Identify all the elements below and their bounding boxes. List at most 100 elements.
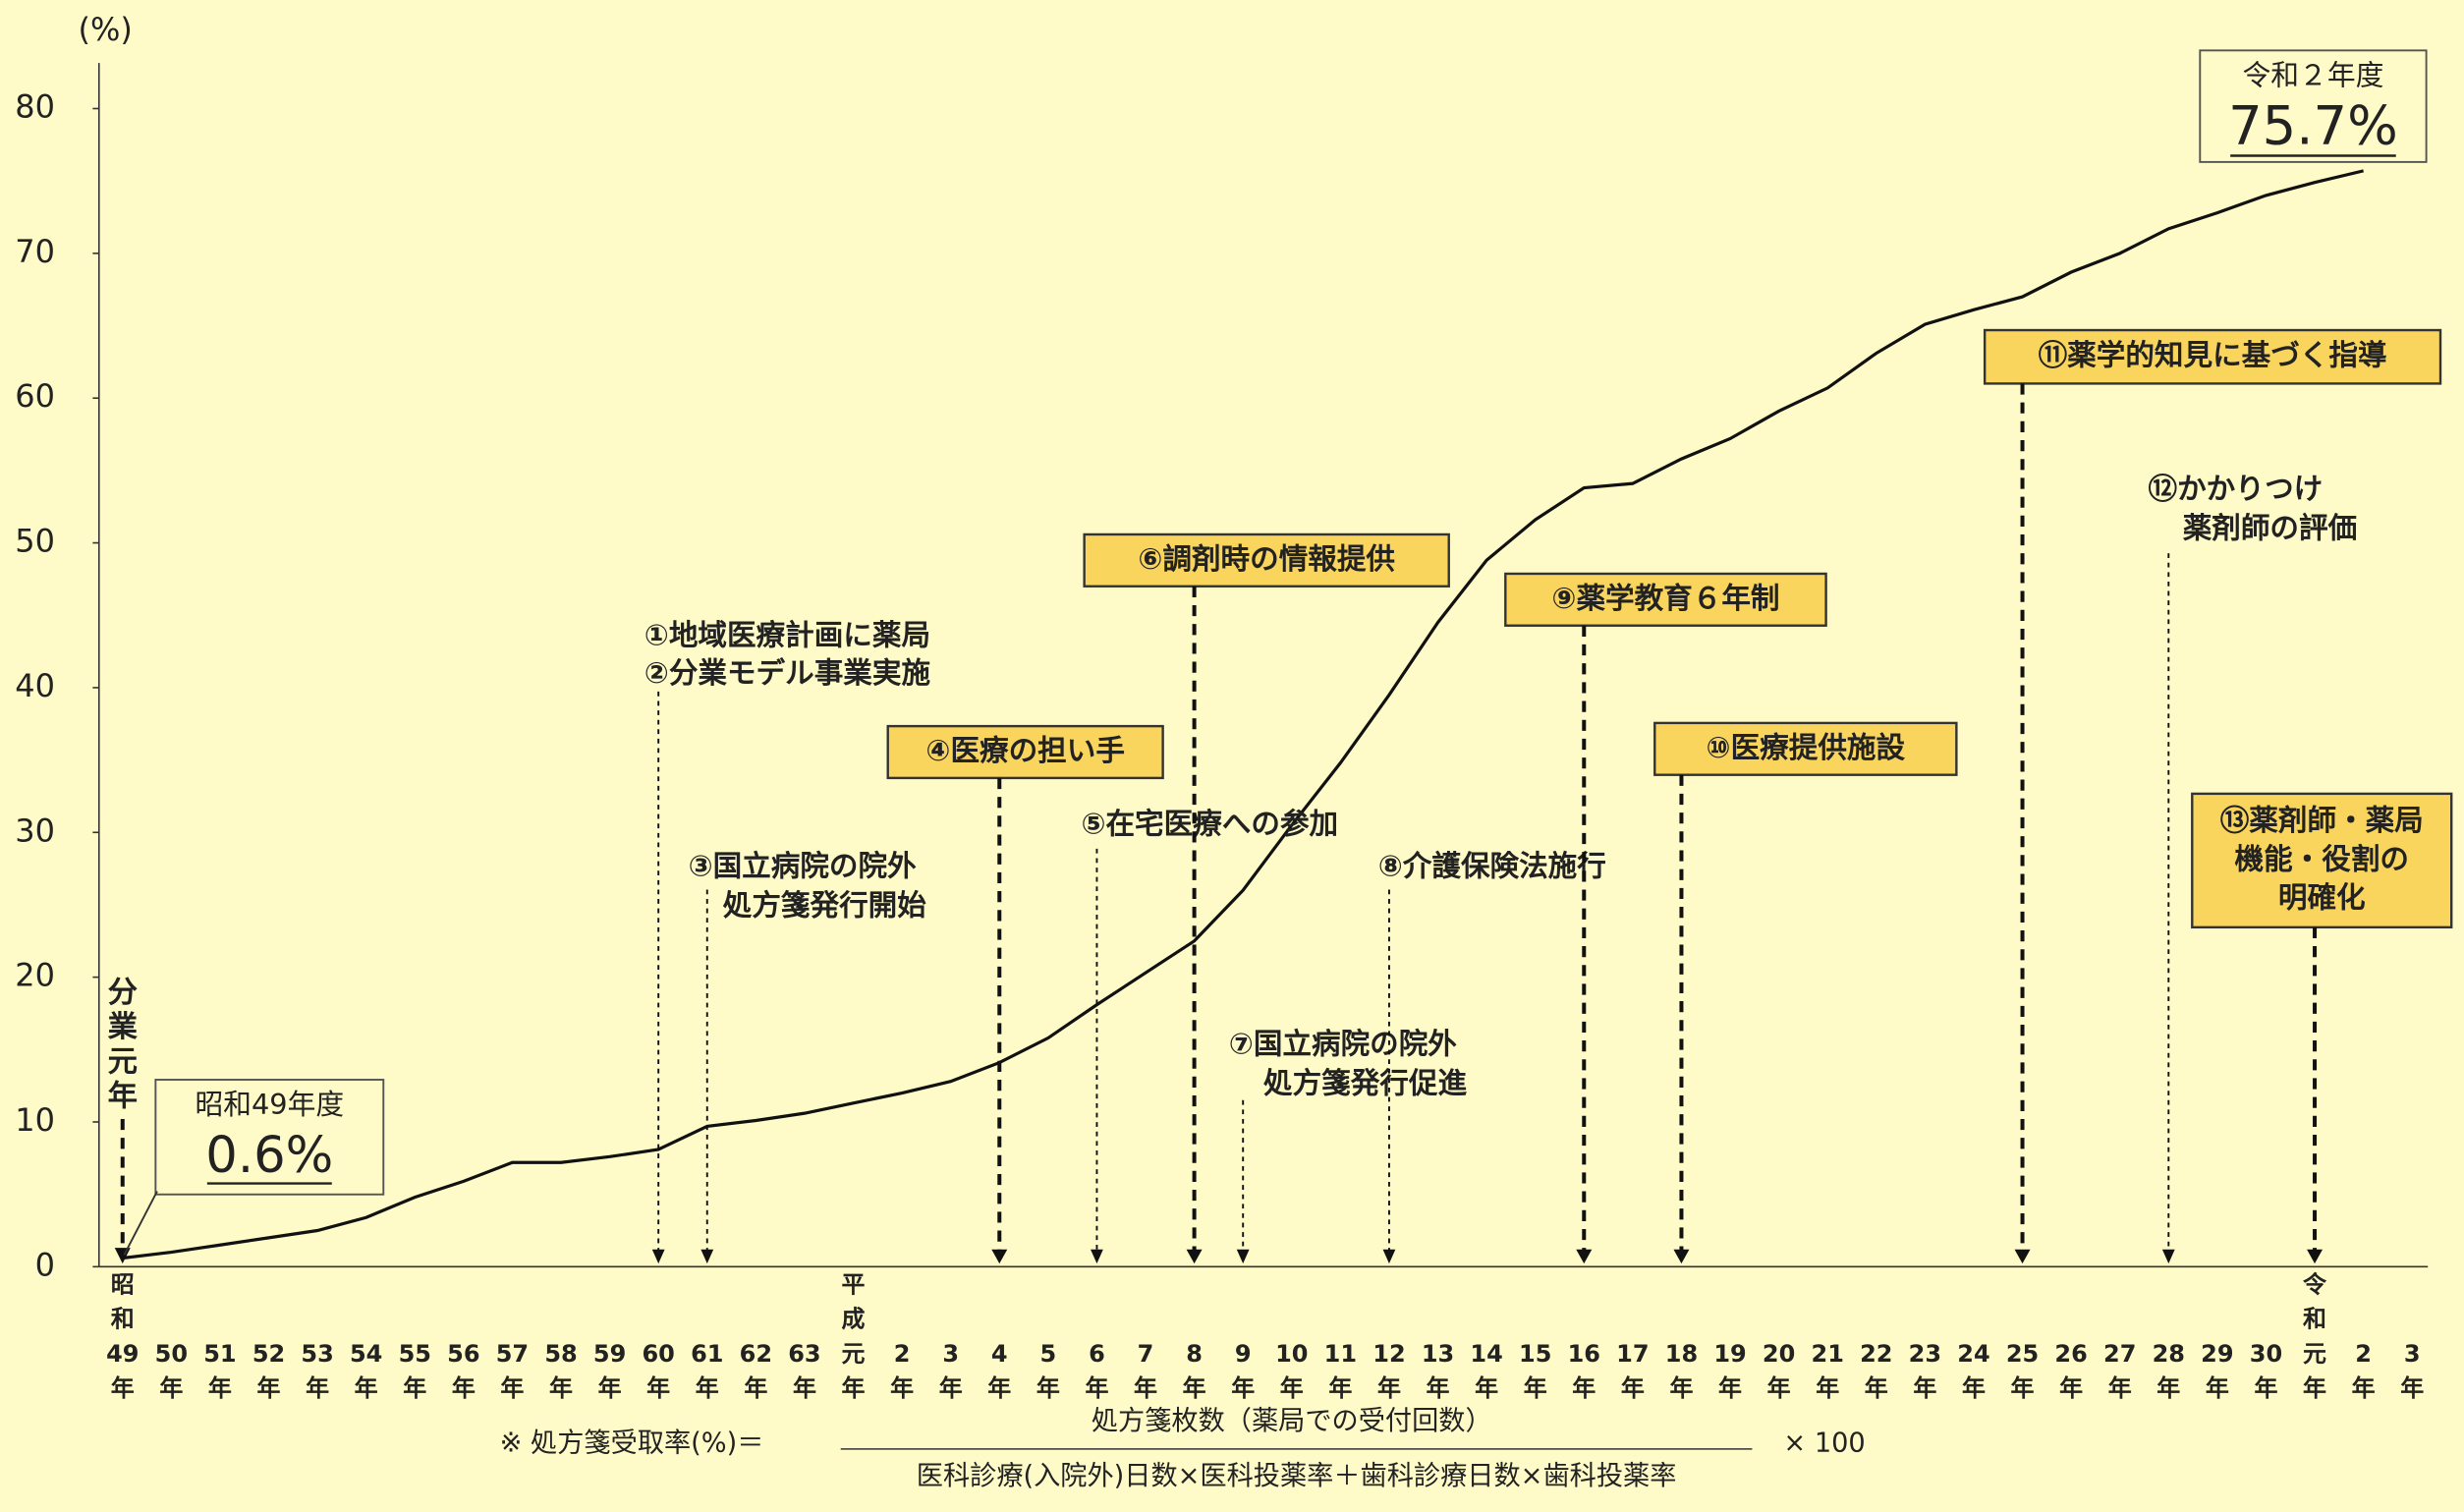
annotation-text: ②分業モデル事業実施 [644,656,931,690]
x-tick-label: 10 年 [1275,1340,1308,1402]
callout-box [2199,49,2428,163]
annotation-text: ⑤在宅医療への参加 [1081,807,1338,840]
arrow-head [2161,1249,2175,1264]
x-tick-label: 11 年 [1324,1340,1357,1402]
x-tick-label: 30 年 [2250,1340,2282,1402]
x-tick-label: 16 年 [1568,1340,1600,1402]
x-tick-label: 58 年 [544,1340,577,1402]
x-tick-label: 12 年 [1372,1340,1405,1402]
annotation-text: ⑧介護保険法施行 [1378,850,1606,883]
arrow-head [1186,1249,1203,1264]
y-tick-label: 80 [15,88,55,126]
x-tick-label: 50 年 [155,1340,188,1402]
y-tick-label: 30 [15,812,55,849]
x-tick-label: 63 年 [788,1340,820,1402]
annotation-box [1983,328,2442,385]
x-tick-label: 22 年 [1860,1340,1892,1402]
annotation-text: 薬剤師の評価 [2183,512,2357,545]
footnote-multiplier: × 100 [1783,1428,1865,1459]
annotation-text: ⑬薬剤師・薬局 [2220,804,2424,837]
annotation-box [886,724,1164,780]
annotation-text: ⑨薬学教育６年制 [1551,582,1779,615]
arrow-head [1382,1249,1396,1264]
x-tick-label: 59 年 [593,1340,626,1402]
x-tick-label: 28 年 [2153,1340,2185,1402]
callout-box [154,1079,385,1196]
x-tick-label: 21 年 [1812,1340,1844,1402]
annotation-text: ④医療の担い手 [925,734,1125,767]
annotation-text: ⑪薬学的知見に基づく指導 [2039,339,2387,372]
arrow-head [1673,1249,1690,1264]
x-tick-label: 24 年 [1957,1340,1989,1402]
arrow-head [2014,1249,2031,1264]
x-tick-label: 13 年 [1422,1340,1454,1402]
x-tick-label: 52 年 [252,1340,285,1402]
callout-title: 令和２年度 [2242,59,2383,92]
annotation-text: ⑫かかりつけ [2149,473,2324,506]
arrow-head [991,1249,1008,1264]
annotation-box [1083,532,1450,588]
annotation-box [1504,572,1827,627]
callout-title: 昭和49年度 [195,1088,344,1121]
x-tick-label: 56 年 [447,1340,479,1402]
arrow-head [2307,1249,2324,1264]
arrow-head [1236,1249,1250,1264]
start-label: 分業元年 [108,976,139,1114]
annotation-box [2191,792,2453,929]
x-tick-label: 18 年 [1665,1340,1698,1402]
x-tick-label: 平成元年 [842,1271,866,1403]
y-tick-label: 0 [35,1246,55,1283]
x-tick-label: 14 年 [1470,1340,1502,1402]
annotation-text: 処方箋発行促進 [1263,1066,1467,1099]
callout-leader [123,1191,158,1256]
x-tick-label: 57 年 [496,1340,529,1402]
annotation-text: 明確化 [2278,881,2366,915]
y-tick-label: 60 [15,377,55,415]
x-tick-label: 25 年 [2006,1340,2039,1402]
footnote-lead: ※ 処方箋受取率(%)＝ [500,1428,764,1459]
arrow-head [651,1249,665,1264]
annotation-box [1653,721,1958,776]
annotation-text: ⑦国立病院の院外 [1229,1027,1458,1060]
x-tick-label: 23 年 [1909,1340,1941,1402]
y-tick-label: 20 [15,957,55,994]
x-tick-label: 19 年 [1713,1340,1746,1402]
footnote-denominator: 医科診療(入院外)日数×医科投薬率＋歯科診療日数×歯科投薬率 [917,1461,1677,1491]
x-tick-label: 20 年 [1763,1340,1795,1402]
x-tick-label: 15 年 [1519,1340,1551,1402]
annotation-text: 処方箋発行開始 [723,889,926,923]
x-tick-label: 昭和 49 年 [106,1271,139,1403]
x-tick-label: 29 年 [2201,1340,2233,1402]
annotation-text: ③国立病院の院外 [689,850,918,883]
x-tick-label: 55 年 [399,1340,431,1402]
y-tick-label: 50 [15,523,55,560]
y-axis-label: (%) [79,11,133,48]
annotation-text: ①地域医療計画に薬局 [644,618,930,651]
arrow-head [700,1249,714,1264]
x-tick-label: 26 年 [2054,1340,2087,1402]
x-tick-label: 27 年 [2103,1340,2136,1402]
x-tick-label: 54 年 [350,1340,382,1402]
y-tick-label: 40 [15,667,55,704]
x-tick-label: 53 年 [301,1340,333,1402]
arrow-head [1091,1249,1103,1264]
x-tick-label: 62 年 [740,1340,772,1402]
y-tick-label: 70 [15,233,55,270]
data-line [122,169,2365,1260]
x-tick-label: 令和元年 [2303,1271,2327,1403]
arrow-head [1576,1249,1593,1264]
x-tick-label: 17 年 [1616,1340,1649,1402]
value-label: 75.7% [2228,94,2398,156]
x-tick-label: 61 年 [691,1340,723,1402]
